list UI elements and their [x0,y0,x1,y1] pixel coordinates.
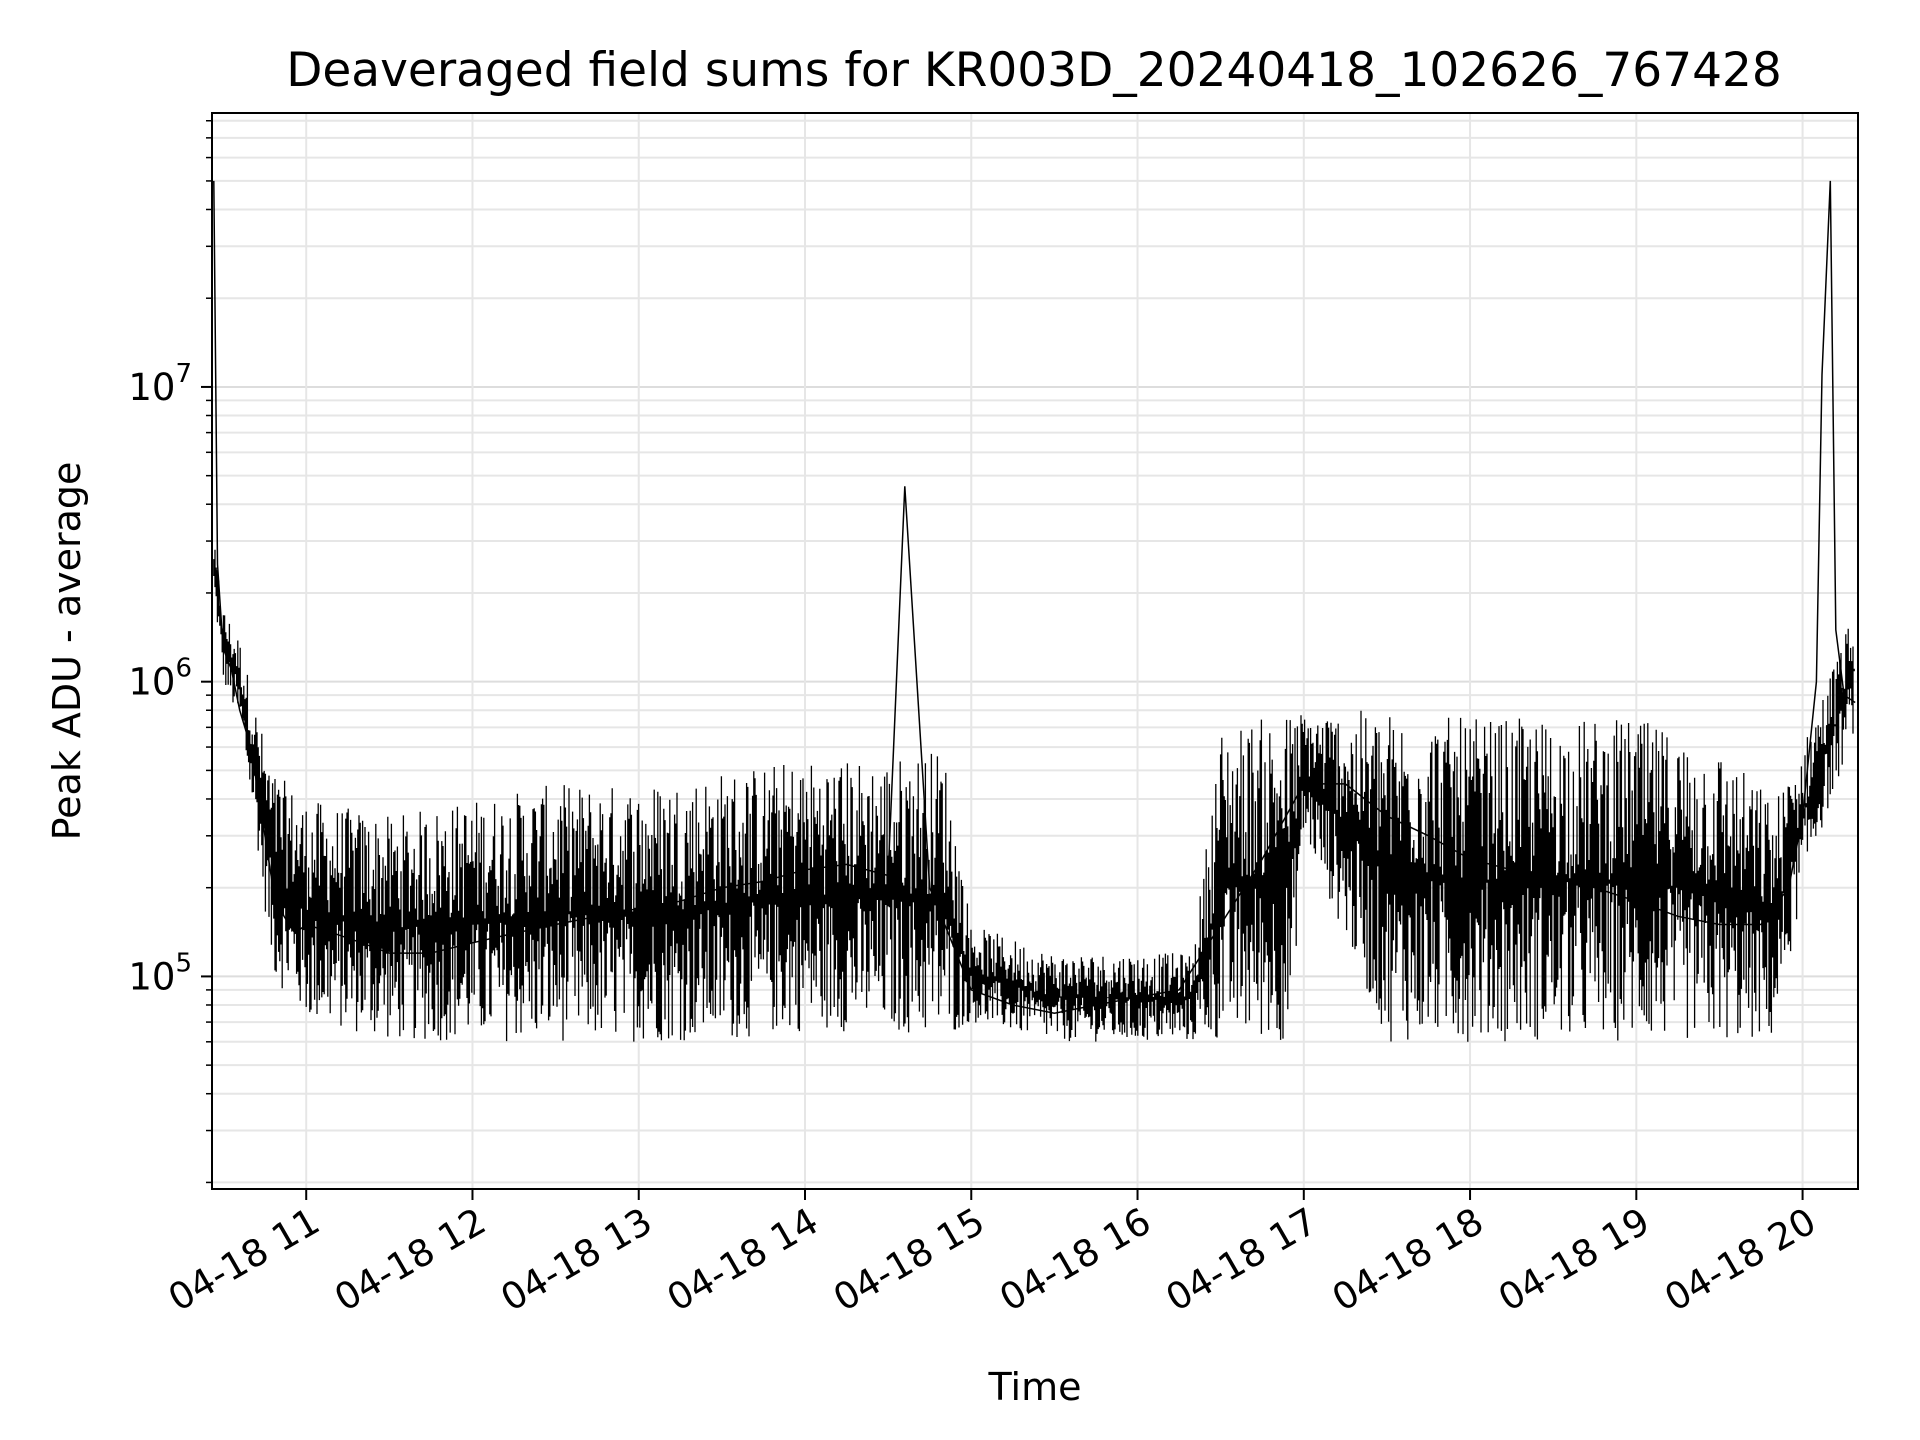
x-axis-label: Time [988,1365,1082,1409]
y-tick-label: 105 [128,948,192,998]
data-noise-band [213,549,1855,1042]
y-axis-label: Peak ADU - average [45,462,89,841]
data-series [213,180,1856,1014]
y-axis: 105 106 107 [128,120,212,1184]
noise-strokes [213,549,1855,1042]
plot-frame [211,112,1859,1190]
y-tick-label: 106 [128,654,192,704]
series-line [213,180,1856,1014]
y-tick-label: 107 [128,359,192,409]
chart-title: Deaveraged field sums for KR003D_2024041… [286,43,1782,98]
